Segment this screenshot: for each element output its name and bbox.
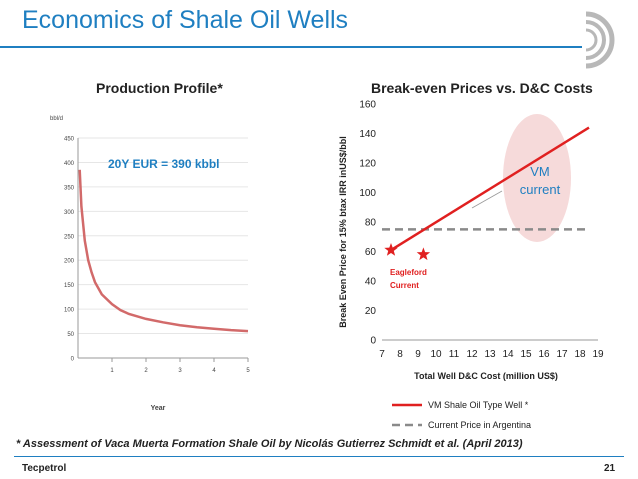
break-even-x-tick-label: 9 (415, 349, 421, 360)
production-y-tick-label: 450 (64, 137, 75, 143)
legend-label-vm: VM Shale Oil Type Well * (428, 400, 529, 410)
page-number: 21 (604, 463, 616, 474)
break-even-x-tick-label: 19 (592, 349, 604, 360)
title-divider (0, 46, 582, 48)
vm-current-pointer (471, 190, 503, 209)
break-even-x-tick-label: 13 (484, 349, 496, 360)
vm-current-highlight (503, 114, 571, 242)
production-x-tick-label: 1 (110, 368, 114, 374)
production-y-tick-label: 250 (64, 234, 75, 240)
break-even-x-tick-label: 17 (556, 349, 568, 360)
production-x-axis-label: Year (151, 405, 166, 412)
legend: VM Shale Oil Type Well * Current Price i… (392, 400, 531, 430)
production-x-tick-label: 5 (246, 368, 250, 374)
break-even-x-axis-label: Total Well D&C Cost (million US$) (414, 371, 558, 381)
break-even-chart: Break Even Price for 15% btax IRR inUS$/… (338, 100, 604, 431)
break-even-y-tick-label: 20 (365, 306, 377, 317)
production-y-tick-label: 150 (64, 283, 75, 289)
break-even-y-tick-label: 100 (359, 188, 376, 199)
break-even-x-tick-label: 10 (430, 349, 442, 360)
production-x-tick-label: 3 (178, 368, 182, 374)
brand-name: Tecpetrol (22, 463, 67, 474)
break-even-y-tick-label: 40 (365, 277, 377, 288)
production-decline-curve (78, 169, 249, 333)
break-even-y-axis-label: Break Even Price for 15% btax IRR inUS$/… (338, 136, 348, 328)
break-even-y-tick-label: 120 (359, 159, 376, 170)
break-even-x-tick-label: 15 (520, 349, 532, 360)
break-even-y-tick-label: 160 (359, 100, 376, 111)
eagleford-star-marker (416, 247, 431, 261)
break-even-x-tick-label: 18 (574, 349, 586, 360)
production-y-tick-label: 200 (64, 259, 75, 265)
production-y-tick-label: 400 (64, 161, 75, 167)
eur-annotation: 20Y EUR = 390 kbbl (108, 157, 220, 171)
production-y-tick-label: 50 (67, 332, 74, 338)
break-even-x-tick-label: 7 (379, 349, 385, 360)
break-even-x-tick-label: 8 (397, 349, 403, 360)
break-even-x-tick-label: 12 (466, 349, 478, 360)
eagleford-label-line1: Eagleford (390, 268, 427, 277)
company-logo-icon (585, 11, 615, 69)
vm-current-line1: VM (530, 164, 550, 179)
footnote: * Assessment of Vaca Muerta Formation Sh… (16, 438, 523, 450)
break-even-x-tick-label: 16 (538, 349, 550, 360)
production-y-tick-label: 100 (64, 308, 75, 314)
break-even-y-tick-label: 60 (365, 247, 377, 258)
eagleford-label-line2: Current (390, 281, 419, 290)
slide-title: Economics of Shale Oil Wells (22, 6, 349, 34)
production-x-tick-label: 4 (212, 368, 216, 374)
legend-label-price: Current Price in Argentina (428, 420, 531, 430)
footer-divider (14, 456, 624, 457)
break-even-x-tick-label: 14 (502, 349, 514, 360)
break-even-y-tick-label: 0 (370, 336, 376, 347)
break-even-y-tick-label: 140 (359, 129, 376, 140)
production-y-tick-label: 0 (71, 357, 75, 363)
production-profile-title: Production Profile* (96, 80, 223, 96)
production-x-tick-label: 2 (144, 368, 148, 374)
vm-shale-oil-line (390, 126, 590, 252)
production-y-tick-label: 350 (64, 185, 75, 191)
break-even-x-tick-label: 11 (449, 349, 460, 360)
production-y-axis-label: bbl/d (50, 116, 63, 122)
production-y-tick-label: 300 (64, 210, 75, 216)
break-even-y-tick-label: 80 (365, 218, 377, 229)
break-even-title: Break-even Prices vs. D&C Costs (371, 80, 593, 96)
eagleford-star-marker (384, 243, 398, 256)
vm-current-line2: current (520, 182, 561, 197)
